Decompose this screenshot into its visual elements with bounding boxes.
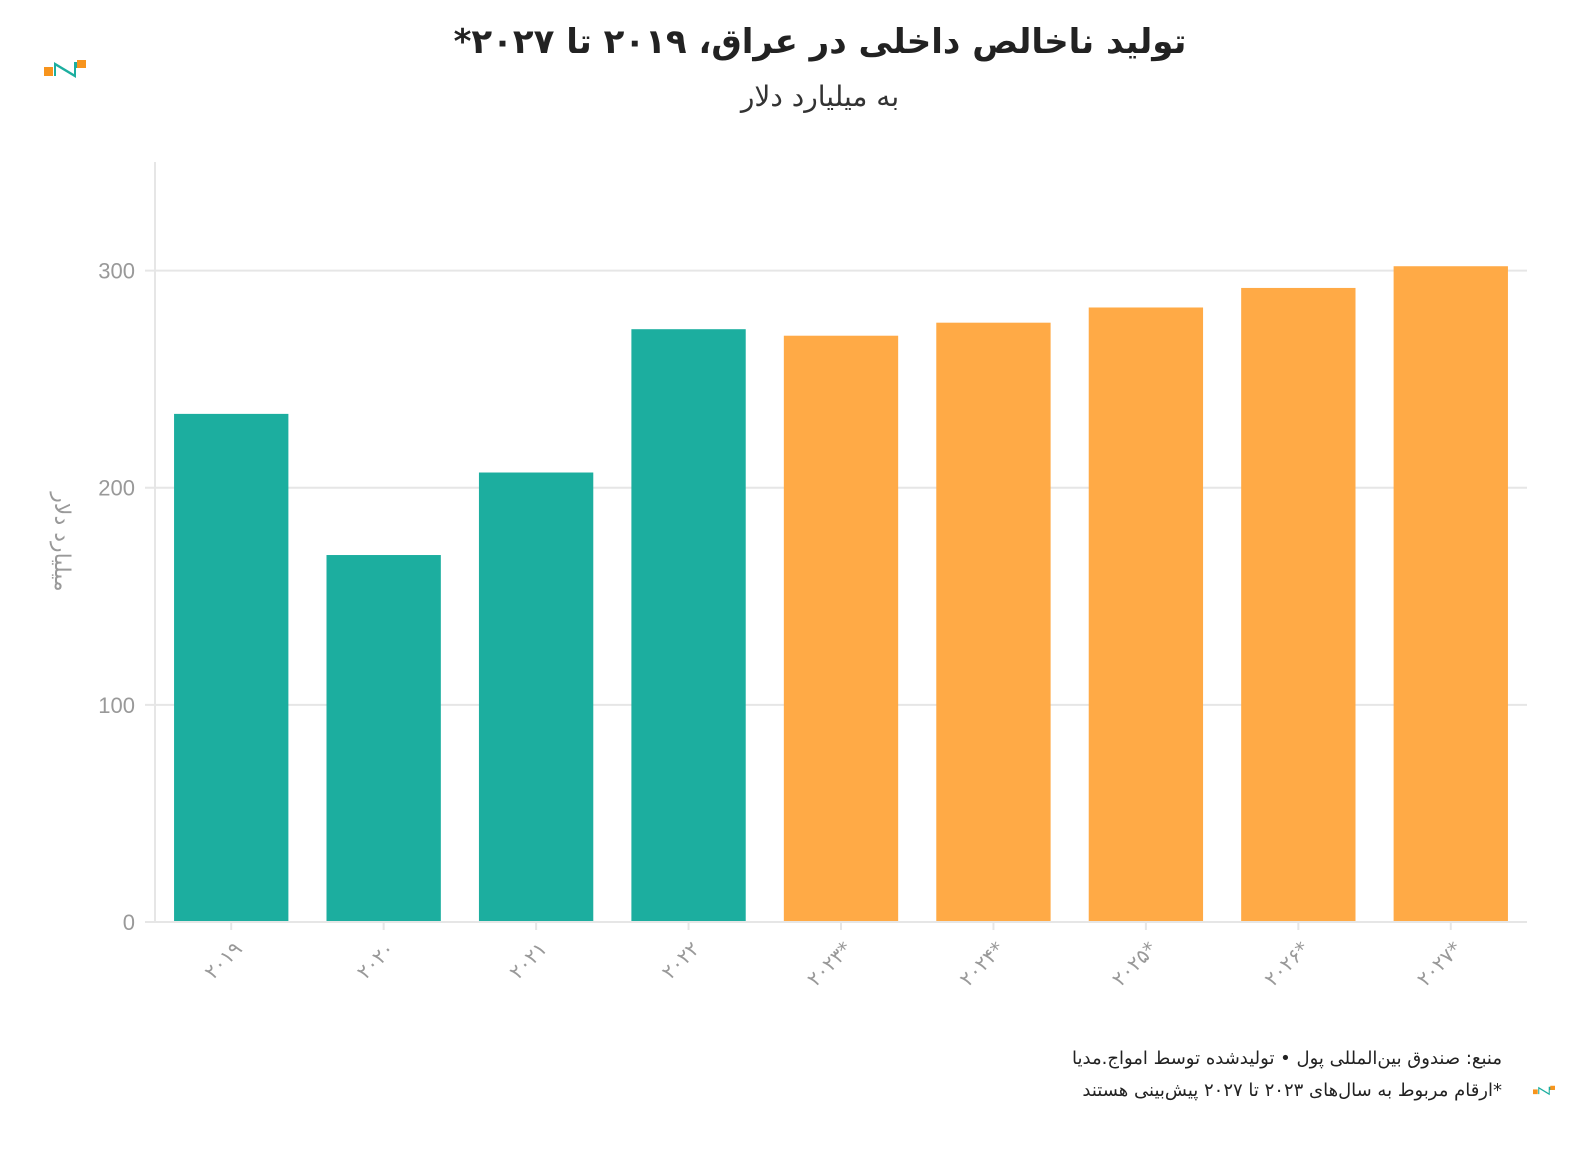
x-tick-label: ۲۰۱۹	[199, 937, 246, 984]
y-tick-label: 200	[98, 476, 135, 501]
bar-0[interactable]	[174, 413, 289, 922]
x-tick-label: ۲۰۲۰	[352, 937, 399, 984]
x-tick-label: ۲۰۲۵*	[1107, 937, 1161, 991]
source-text: منبع: صندوق بین‌المللی پول • تولیدشده تو…	[1072, 1048, 1502, 1069]
footer: منبع: صندوق بین‌المللی پول • تولیدشده تو…	[1072, 1043, 1502, 1107]
footer-logo-icon	[1533, 1085, 1555, 1096]
bars	[174, 266, 1508, 923]
bar-1[interactable]	[326, 555, 441, 922]
forecast-note: *ارقام مربوط به سال‌های ۲۰۲۳ تا ۲۰۲۷ پیش…	[1082, 1080, 1502, 1101]
y-tick-label: 0	[123, 910, 135, 935]
x-tick-label: ۲۰۲۳*	[802, 937, 856, 991]
logo-orange-square	[44, 67, 53, 76]
bar-4[interactable]	[783, 335, 899, 922]
bar-5[interactable]	[936, 322, 1051, 923]
gdp-bar-chart: 0 100 200 300 میلیارد دلار ۲۰۱۹ ۲۰۲۰ ۲۰۲۱ ۲۰۲۲ ۲۰…	[49, 162, 1527, 991]
chart-title: تولید ناخالص داخلی در عراق، ۲۰۱۹ تا ۲۰۲۷…	[453, 22, 1187, 62]
x-tick-label: ۲۰۲۱	[504, 937, 551, 984]
x-tick-label: ۲۰۲۲	[657, 937, 704, 984]
logo-orange-square-2	[77, 60, 86, 68]
bar-6[interactable]	[1088, 307, 1204, 922]
x-tick-label: ۲۰۲۷*	[1412, 937, 1466, 991]
bar-7[interactable]	[1241, 287, 1356, 922]
bar-2[interactable]	[478, 472, 594, 922]
brand-logo-icon	[44, 60, 86, 78]
bar-8[interactable]	[1393, 266, 1508, 922]
logo-teal-shape	[54, 62, 84, 78]
x-tick-label: ۲۰۲۴*	[955, 937, 1009, 991]
y-tick-label: 100	[98, 693, 135, 718]
y-tick-label: 300	[98, 259, 135, 284]
chart-subtitle: به میلیارد دلار	[740, 80, 900, 113]
bar-3[interactable]	[631, 329, 746, 922]
y-axis-label: میلیارد دلار	[49, 491, 74, 591]
x-tick-label: ۲۰۲۶*	[1259, 937, 1313, 991]
